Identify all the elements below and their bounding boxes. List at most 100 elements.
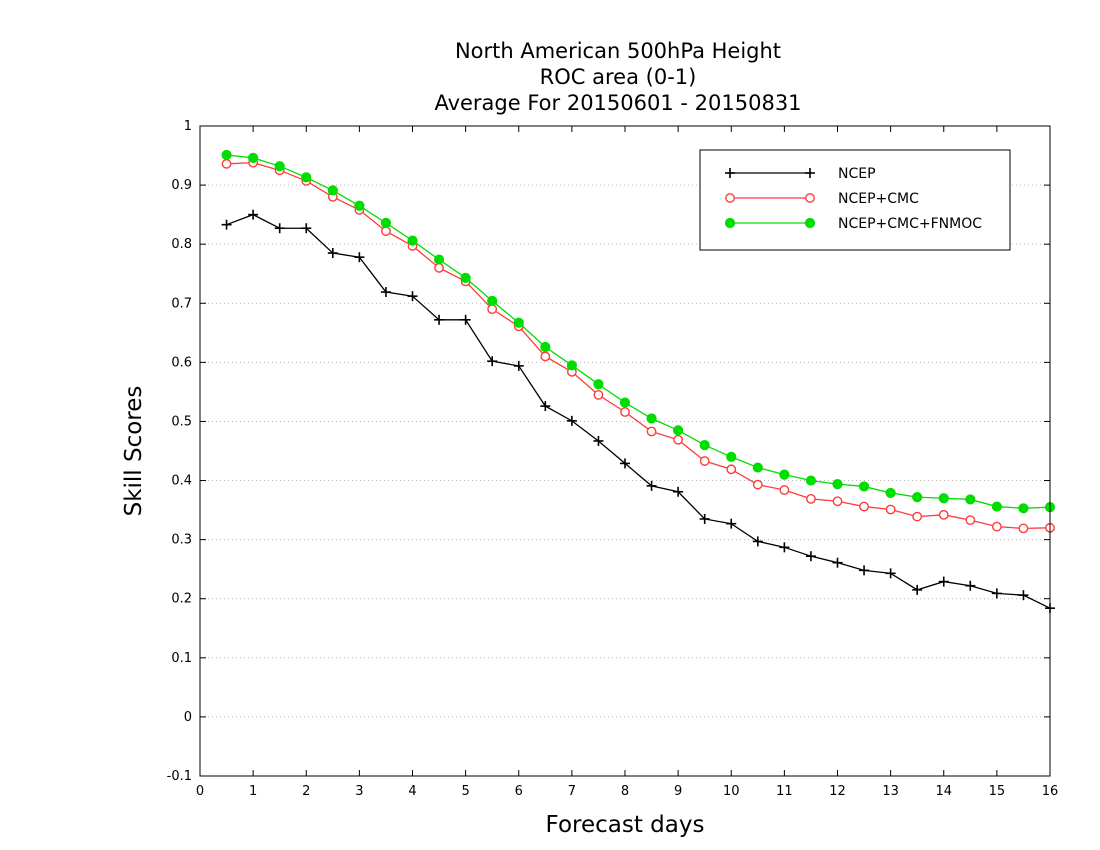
legend-label: NCEP+CMC (838, 191, 919, 207)
x-tick-label: 10 (723, 784, 740, 799)
data-point (779, 485, 790, 495)
data-point (912, 511, 923, 522)
y-tick-label: 0.9 (171, 178, 192, 193)
data-point (274, 161, 285, 172)
data-point (725, 193, 735, 203)
data-point (487, 295, 498, 307)
data-point (593, 435, 604, 446)
chart-title: North American 500hPa Height ROC area (0… (434, 39, 801, 115)
y-tick-label: 0.8 (171, 237, 192, 252)
legend-items: NCEP NCEP+CMC NCEP+CMC+FNMOC (724, 166, 982, 232)
data-point (991, 588, 1002, 599)
data-point (487, 304, 498, 315)
series (221, 209, 1055, 614)
y-tick-label: 0.3 (171, 533, 192, 548)
data-point (859, 501, 869, 512)
data-point (699, 456, 710, 466)
data-point (858, 481, 870, 492)
legend: NCEP NCEP+CMC NCEP+CMC+FNMOC (699, 149, 1011, 251)
data-point (885, 504, 896, 515)
data-point (779, 542, 790, 553)
data-point (752, 479, 763, 490)
data-point (433, 254, 445, 265)
x-tick-label: 3 (355, 784, 363, 799)
legend-item: NCEP+CMC+FNMOC (724, 216, 982, 232)
y-tick-label: 0.1 (171, 651, 192, 666)
series (221, 157, 1055, 534)
data-point (804, 217, 816, 229)
data-point (912, 491, 923, 503)
y-tick-label: 0.4 (171, 474, 192, 489)
y-tick-label: -0.1 (167, 769, 192, 784)
x-tick-label: 16 (1042, 784, 1059, 799)
data-point (646, 480, 657, 491)
data-point (248, 152, 259, 164)
data-point (513, 317, 524, 328)
data-point (327, 185, 338, 196)
x-tick-label: 6 (515, 784, 523, 799)
x-tick-label: 5 (461, 784, 469, 799)
data-point (221, 158, 232, 169)
data-point (832, 496, 843, 507)
y-axis-label: Skill Scores (121, 386, 147, 517)
data-point (593, 379, 604, 390)
data-point (724, 217, 736, 229)
x-tick-label: 7 (568, 784, 576, 799)
data-point (301, 223, 312, 234)
data-point (1018, 523, 1029, 534)
data-point (460, 314, 471, 325)
data-point (938, 493, 949, 504)
data-point (540, 401, 551, 412)
data-point (885, 487, 896, 499)
data-point (646, 413, 657, 424)
data-point (434, 262, 444, 273)
data-point (699, 513, 710, 524)
data-point (407, 235, 418, 246)
data-point (460, 272, 471, 283)
legend-item: NCEP+CMC (725, 191, 919, 207)
data-point (434, 314, 445, 325)
data-point (1018, 503, 1029, 514)
data-point (620, 458, 630, 469)
data-point (726, 518, 737, 529)
y-tick-label: 0.5 (171, 414, 192, 429)
legend-box (699, 149, 1011, 251)
data-point (752, 462, 763, 473)
data-point (354, 200, 365, 211)
data-point (885, 568, 896, 579)
data-point (487, 356, 498, 367)
data-point (380, 287, 391, 298)
x-tick-label: 13 (882, 784, 899, 799)
data-point (805, 193, 815, 203)
data-point (806, 493, 816, 504)
data-point (805, 475, 817, 486)
y-tick-label: 0.6 (171, 355, 192, 370)
chart-title-line-2: ROC area (0-1) (540, 65, 697, 89)
legend-label: NCEP+CMC+FNMOC (838, 216, 982, 232)
chart-title-line-3: Average For 20150601 - 20150831 (434, 91, 801, 115)
y-tick-label: 0.2 (171, 592, 192, 607)
x-tick-label: 0 (196, 784, 204, 799)
data-point (301, 172, 312, 183)
data-point (752, 536, 763, 547)
series-line (226, 213, 1051, 609)
data-point (221, 219, 232, 230)
grid (200, 184, 1050, 718)
data-point (805, 168, 815, 178)
data-point (938, 509, 949, 520)
x-axis-label: Forecast days (546, 812, 705, 838)
data-point (619, 397, 631, 408)
x-tick-label: 1 (249, 784, 257, 799)
x-tick-label: 14 (935, 784, 952, 799)
data-point (381, 226, 391, 237)
data-point (991, 521, 1002, 532)
data-point (646, 426, 657, 437)
data-point (221, 149, 232, 161)
data-point (540, 351, 551, 362)
data-point (832, 478, 843, 490)
x-tick-label: 11 (776, 784, 793, 799)
data-point (407, 291, 418, 302)
data-point (620, 407, 630, 417)
x-axis: 0 1 2 3 4 5 6 7 8 9 10 11 12 13 14 15 16 (196, 126, 1058, 799)
